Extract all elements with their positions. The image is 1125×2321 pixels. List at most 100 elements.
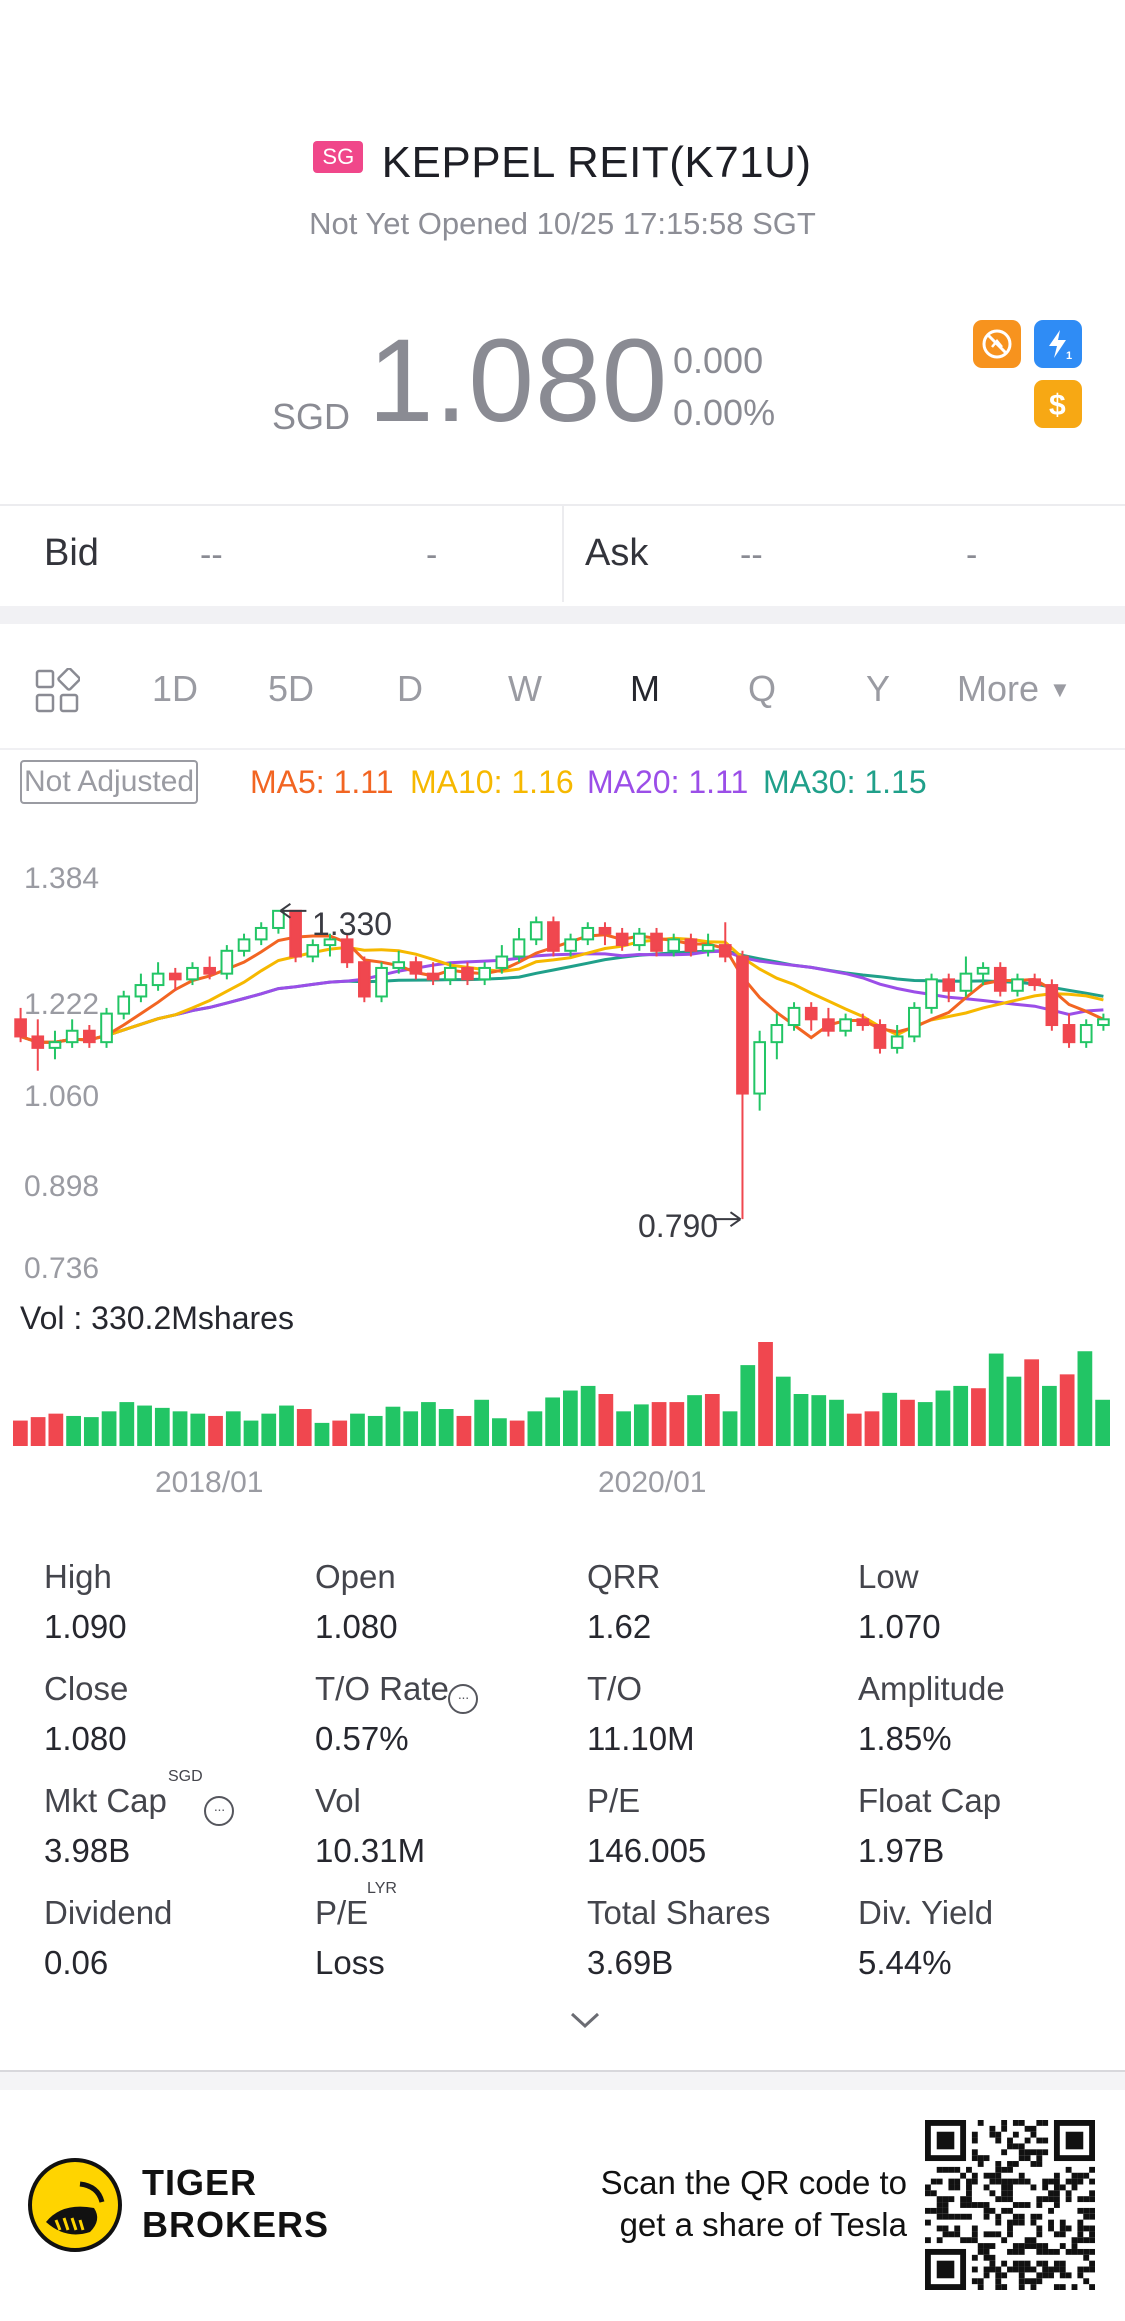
tab-w[interactable]: W (508, 668, 542, 709)
candle (942, 973, 956, 1003)
low-annotation: 0.790 (638, 1208, 719, 1244)
stat-label: P/E (315, 1894, 369, 1931)
candle (340, 933, 354, 968)
candle (254, 922, 268, 946)
bid-size: - (426, 536, 438, 574)
lightning-icon[interactable]: 1 (1034, 320, 1082, 368)
volume-bar (83, 1417, 99, 1446)
y-tick-label: 1.060 (24, 1080, 100, 1113)
stat-superscript: SGD (168, 1768, 203, 1785)
candle (134, 973, 148, 1003)
candle (1062, 1013, 1076, 1048)
grid-icon[interactable] (34, 667, 81, 714)
divider (0, 2070, 1125, 2072)
chevron-down-icon[interactable] (568, 2010, 602, 2037)
volume-bar (119, 1402, 135, 1446)
candle (701, 933, 715, 957)
candle (581, 922, 595, 946)
volume-bar (740, 1365, 756, 1446)
volume-bar (438, 1409, 454, 1446)
stat-value: 10.31M (315, 1832, 426, 1869)
tab-q[interactable]: Q (748, 668, 777, 709)
stat-label: T/O (587, 1670, 642, 1707)
svg-text:1: 1 (1066, 350, 1072, 361)
section-gap (0, 2072, 1125, 2090)
candle (168, 967, 182, 991)
divider (562, 506, 564, 602)
candle (117, 990, 131, 1020)
candle (100, 1007, 113, 1048)
candle (770, 1013, 784, 1060)
candle (908, 1002, 921, 1043)
volume-bar (811, 1395, 827, 1446)
volume-bar (545, 1397, 560, 1446)
bid-price: -- (200, 536, 223, 574)
y-tick-label: 0.898 (24, 1170, 100, 1203)
price-change: 0.000 (673, 340, 764, 381)
volume-bar (403, 1411, 419, 1446)
candle (667, 933, 681, 957)
candle (1045, 979, 1059, 1031)
stat-label: Float Cap (858, 1782, 1002, 1819)
candle (186, 962, 199, 986)
candle (65, 1019, 79, 1048)
volume-bar (900, 1399, 915, 1446)
price-chart[interactable] (0, 850, 1125, 1280)
high-arrow (279, 903, 307, 919)
volume-bar (651, 1402, 667, 1446)
candle (478, 962, 491, 986)
candle (633, 927, 646, 951)
candle (753, 1030, 766, 1111)
candle (461, 962, 474, 986)
volume-bar (704, 1394, 720, 1446)
volume-bar (332, 1420, 348, 1446)
tab-1d[interactable]: 1D (152, 668, 199, 709)
candle (14, 1007, 27, 1043)
no-short-icon[interactable] (973, 320, 1021, 368)
candle (822, 1007, 835, 1037)
volume-bar (350, 1413, 365, 1446)
candle (529, 916, 543, 946)
y-tick-label: 0.736 (24, 1252, 100, 1285)
volume-chart[interactable] (0, 1330, 1125, 1450)
candle (615, 927, 629, 951)
adjust-toggle[interactable]: Not Adjusted (20, 760, 199, 804)
volume-bar (48, 1413, 64, 1446)
currency-label: SGD (272, 396, 351, 437)
tab-y[interactable]: Y (866, 668, 891, 709)
info-more-icon[interactable]: ··· (204, 1796, 234, 1826)
last-price: 1.080 (368, 315, 669, 447)
stat-label: Mkt Cap (44, 1782, 167, 1819)
dollar-icon[interactable]: $ (1034, 380, 1082, 428)
stat-label: P/E (587, 1782, 641, 1819)
tab-more[interactable]: More ▼ (957, 668, 1071, 710)
stat-value: 1.090 (44, 1608, 127, 1645)
candle (31, 1019, 45, 1071)
candle (736, 950, 749, 1220)
ma20-line (20, 949, 1104, 1044)
info-more-icon[interactable]: ··· (448, 1684, 478, 1714)
candle (564, 933, 577, 957)
ma5-line (20, 933, 1105, 1044)
tab-5d[interactable]: 5D (268, 668, 315, 709)
volume-bar (456, 1415, 472, 1446)
volume-bar (846, 1413, 862, 1446)
volume-bar (1059, 1374, 1075, 1446)
candle (220, 945, 234, 980)
volume-bar (598, 1394, 614, 1446)
candle (375, 962, 388, 1003)
tab-d[interactable]: D (397, 668, 423, 709)
section-gap (0, 606, 1125, 624)
volume-bar (563, 1390, 578, 1446)
volume-bar (314, 1422, 330, 1446)
candle (890, 1025, 904, 1054)
tab-m[interactable]: M (630, 668, 660, 709)
volume-bar (172, 1411, 188, 1446)
volume-bar (1077, 1351, 1093, 1446)
volume-bar (864, 1411, 880, 1446)
volume-bar (492, 1418, 507, 1446)
stat-value: 1.080 (44, 1720, 127, 1757)
volume-bar (243, 1420, 259, 1446)
volume-bar (421, 1402, 436, 1446)
candle (48, 1030, 62, 1060)
